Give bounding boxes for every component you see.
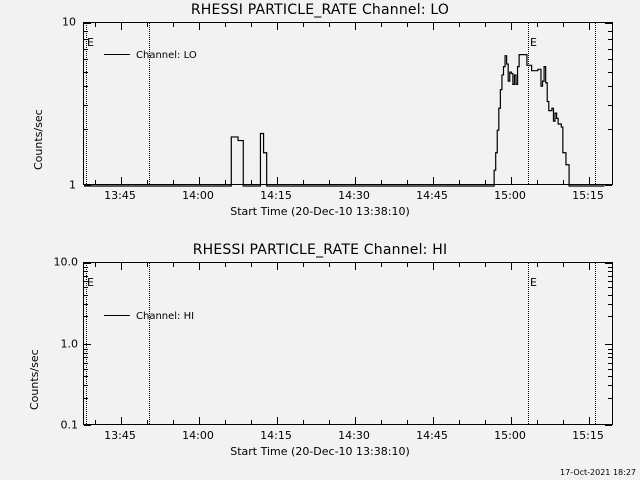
y-tick-label-lo-10: 10 [62, 15, 76, 29]
event-marker-lo-1: E [530, 36, 537, 49]
y-tick-label-hi-1: 1.0 [60, 337, 79, 350]
x-tick-label-hi-3: 14:30 [338, 429, 370, 442]
legend-line-icon [104, 54, 130, 55]
x-tick-label-lo-6: 15:15 [572, 189, 604, 202]
y-tick-label-hi-10: 10.0 [53, 255, 79, 269]
x-tick-label-hi-6: 15:15 [572, 429, 604, 442]
x-tick-label-hi-0: 13:45 [104, 429, 136, 442]
event-line-lo-0 [86, 23, 87, 184]
y-axis-title-hi: Counts/sec [28, 349, 41, 410]
legend-hi: Channel: HI [104, 311, 194, 322]
plot-frame-lo: E E Channel: LO [83, 22, 613, 187]
x-axis-title-lo: Start Time (20-Dec-10 13:38:10) [230, 205, 410, 218]
x-tick-label-lo-0: 13:45 [104, 189, 136, 202]
event-line-hi-3 [595, 263, 596, 424]
y-tick-label-hi-01: 0.1 [60, 418, 79, 432]
data-series-hi [84, 263, 614, 426]
x-tick-label-lo-4: 14:45 [416, 189, 448, 202]
legend-label-hi: Channel: HI [136, 311, 195, 322]
event-line-lo-1 [149, 23, 150, 184]
x-tick-label-lo-5: 15:00 [494, 189, 526, 202]
x-tick-label-hi-4: 14:45 [416, 429, 448, 442]
plot-panel-hi: RHESSI PARTICLE_RATE Channel: HI Counts/… [0, 240, 640, 480]
x-tick-label-hi-1: 14:00 [182, 429, 214, 442]
event-line-lo-2 [528, 23, 529, 184]
plot-panel-lo: RHESSI PARTICLE_RATE Channel: LO Counts/… [32, 2, 613, 218]
x-tick-label-hi-2: 14:15 [260, 429, 292, 442]
legend-lo: Channel: LO [104, 50, 197, 61]
page-title-lo: RHESSI PARTICLE_RATE Channel: LO [190, 2, 450, 18]
event-line-lo-3 [595, 23, 596, 184]
x-axis-title-hi: Start Time (20-Dec-10 13:38:10) [230, 445, 410, 458]
y-tick-label-lo-1: 1 [69, 178, 76, 192]
event-marker-lo-0: E [87, 36, 94, 49]
render-timestamp: 17-Oct-2021 18:27 [560, 468, 636, 477]
event-marker-hi-0: E [87, 276, 94, 289]
data-series-lo [84, 53, 605, 187]
legend-line-icon [104, 315, 130, 316]
page-title-hi: RHESSI PARTICLE_RATE Channel: HI [192, 242, 448, 258]
event-line-hi-0 [86, 263, 87, 424]
event-marker-hi-1: E [530, 276, 537, 289]
y-axis-title-lo: Counts/sec [32, 109, 45, 170]
plot-frame-hi: E E Channel: HI [83, 262, 614, 426]
x-tick-label-lo-1: 14:00 [182, 189, 214, 202]
x-tick-label-lo-3: 14:30 [338, 189, 370, 202]
x-tick-label-hi-5: 15:00 [494, 429, 526, 442]
event-line-hi-1 [149, 263, 150, 424]
legend-label-lo: Channel: LO [136, 50, 197, 61]
event-line-hi-2 [528, 263, 529, 424]
x-tick-label-lo-2: 14:15 [260, 189, 292, 202]
